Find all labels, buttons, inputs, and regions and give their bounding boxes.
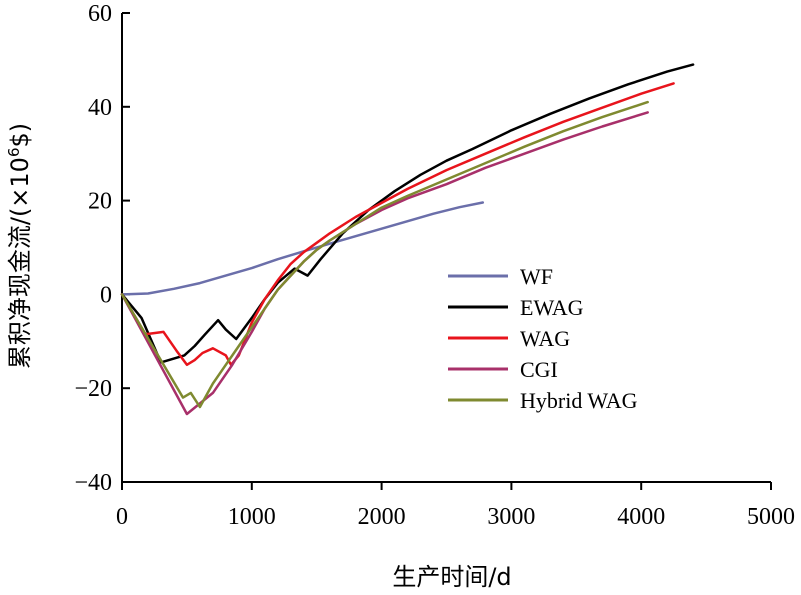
legend-label-wag: WAG bbox=[520, 326, 570, 351]
y-tick-label: 0 bbox=[100, 282, 112, 308]
series-line-ewag bbox=[120, 63, 695, 364]
x-tick-label: 1000 bbox=[228, 504, 276, 530]
x-tick-label: 2000 bbox=[358, 504, 406, 530]
legend-label-cgi: CGI bbox=[520, 357, 558, 382]
plot-area: 0 1000 2000 3000 4000 5000 −40 −20 0 20 40 60 bbox=[74, 1, 795, 530]
series-line-wf bbox=[120, 201, 485, 296]
y-tick-label: 40 bbox=[88, 95, 112, 121]
y-tick-label: 20 bbox=[88, 189, 112, 215]
y-tick-label: 60 bbox=[88, 1, 112, 27]
legend-label-wf: WF bbox=[520, 264, 553, 289]
series-lines bbox=[120, 63, 695, 416]
y-axis-title: 累积净现金流/(×106$) bbox=[5, 123, 34, 369]
y-ticks: −40 −20 0 20 40 60 bbox=[74, 1, 130, 496]
legend: WF EWAG WAG CGI Hybrid WAG bbox=[448, 264, 638, 413]
x-tick-label: 4000 bbox=[617, 504, 665, 530]
x-ticks: 0 1000 2000 3000 4000 5000 bbox=[116, 482, 795, 530]
y-axis-title-unit: $) bbox=[6, 123, 34, 148]
x-tick-label: 3000 bbox=[487, 504, 535, 530]
y-axis-title-exponent: 6 bbox=[5, 147, 23, 157]
series-line-cgi bbox=[120, 111, 649, 416]
legend-label-ewag: EWAG bbox=[520, 295, 584, 320]
y-tick-label: −20 bbox=[74, 376, 112, 402]
series-line-hybrid-wag bbox=[120, 100, 649, 409]
y-axis-title-main: 累积净现金流/(×10 bbox=[6, 157, 34, 369]
legend-label-hybrid-wag: Hybrid WAG bbox=[520, 388, 638, 413]
x-axis-title: 生产时间/d bbox=[392, 563, 511, 591]
y-tick-label: −40 bbox=[74, 470, 112, 496]
series-line-wag bbox=[120, 82, 675, 367]
x-tick-label: 5000 bbox=[747, 504, 795, 530]
x-tick-label: 0 bbox=[116, 504, 128, 530]
